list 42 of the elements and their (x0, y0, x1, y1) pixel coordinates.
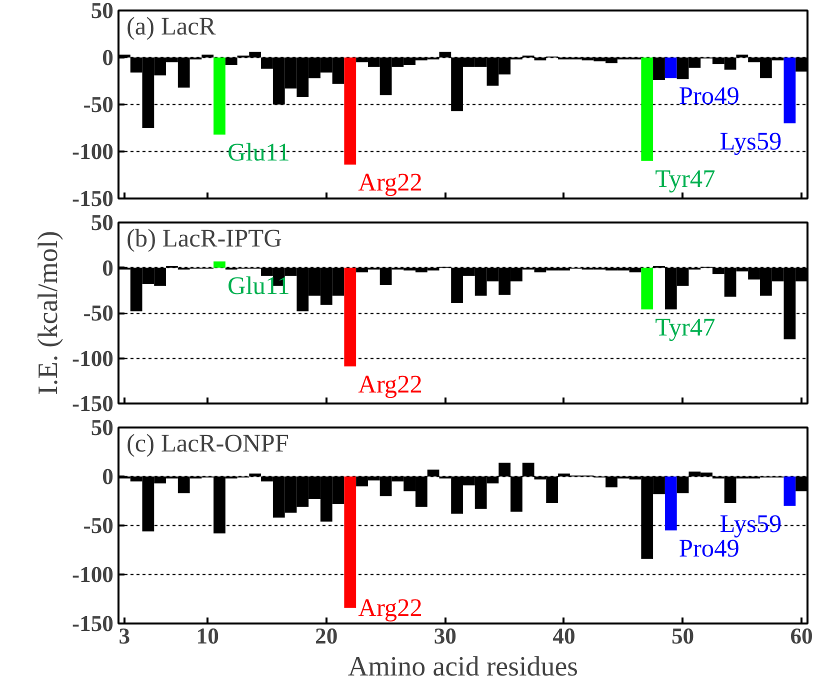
chart-title: (b) LacR-IPTG (126, 224, 282, 252)
y-tick-label: 50 (90, 210, 114, 235)
x-tick-label: 30 (434, 624, 457, 648)
x-tick-label: 10 (196, 624, 219, 648)
y-tick-label: 50 (90, 0, 114, 23)
x-tick-label: 20 (315, 624, 338, 648)
y-tick-label: 50 (90, 415, 114, 440)
chart-title: (c) LacR-ONPF (126, 430, 289, 458)
x-tick-label: 3 (118, 624, 130, 648)
y-axis-title: I.E. (kcal/mol) (32, 230, 64, 396)
y-tick-label: -50 (83, 513, 114, 538)
bar (344, 268, 356, 366)
annotation: Pro49 (678, 82, 740, 110)
y-tick-label: 0 (102, 464, 114, 489)
annotation: Arg22 (358, 594, 422, 622)
y-tick-label: 0 (102, 45, 114, 70)
bar (641, 268, 654, 310)
annotation: Arg22 (358, 168, 422, 197)
y-tick-label: -150 (72, 391, 114, 416)
y-tick-label: -150 (72, 186, 114, 211)
bar (214, 261, 226, 268)
y-tick-label: 0 (102, 255, 114, 280)
annotation: Glu11 (227, 272, 290, 300)
y-tick-label: -150 (72, 611, 114, 636)
y-tick-label: -100 (72, 139, 114, 164)
y-tick-label: -100 (72, 562, 114, 587)
bar (344, 476, 356, 608)
y-tick-label: -100 (72, 346, 114, 371)
bar (664, 476, 677, 530)
x-tick-label: 60 (790, 624, 813, 648)
y-tick-label: -50 (83, 92, 114, 117)
annotation: Tyr47 (655, 164, 716, 193)
y-tick-label: -50 (83, 300, 114, 326)
bar (784, 476, 796, 506)
x-tick-label: 40 (552, 624, 576, 648)
annotation: Tyr47 (655, 313, 716, 342)
annotation: Glu11 (227, 138, 290, 167)
annotation: Arg22 (358, 370, 422, 398)
chart-title: (a) LacR (126, 12, 216, 40)
x-axis-title: Amino acid residues (348, 652, 578, 682)
x-tick-label: 50 (671, 624, 694, 648)
annotation: Lys59 (720, 127, 782, 156)
